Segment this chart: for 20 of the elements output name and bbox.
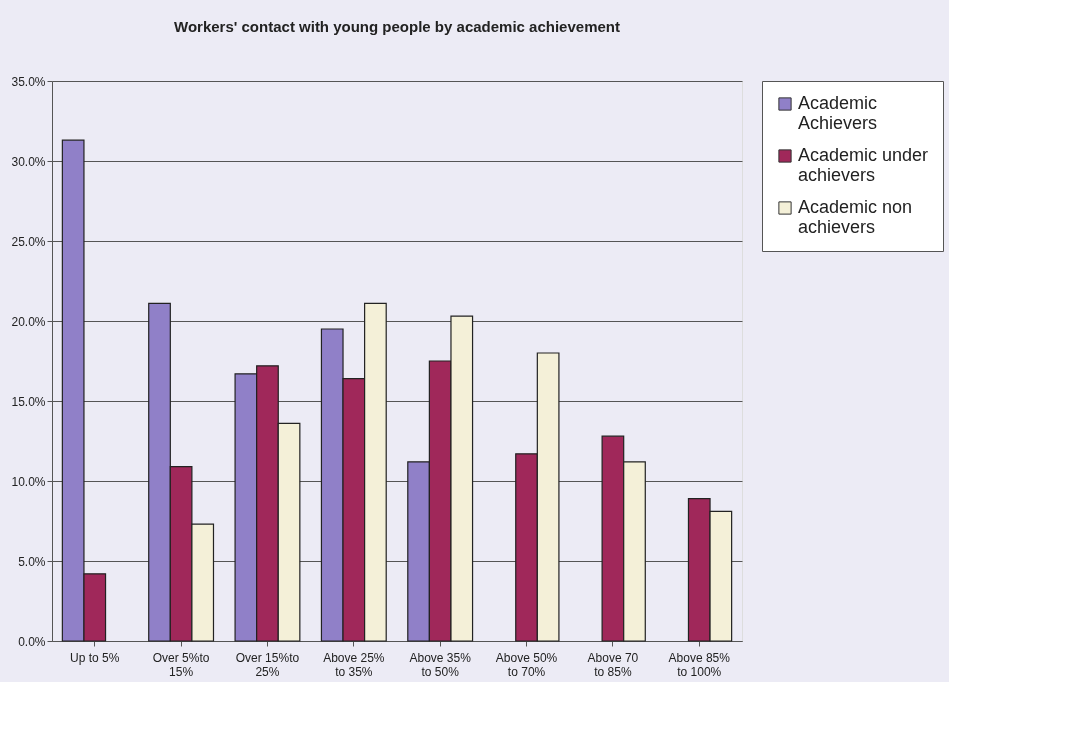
legend-label: Academic non achievers [798,197,913,237]
x-tick-label: Above 85% to 100% [668,650,731,679]
y-tick-label: 5.0% [18,554,46,569]
y-tick-label: 15.0% [11,394,46,409]
x-tick-label: Above 35% to 50% [409,650,472,679]
chart-title: Workers' contact with young people by academic achievement [174,18,620,35]
x-tick-label: Over 5%to 15% [152,650,210,679]
x-tick-label: Above 70 to 85% [587,650,639,679]
y-tick-label: 0.0% [18,634,46,649]
legend-label: Academic Achievers [798,93,878,133]
y-tick-label: 20.0% [11,314,46,329]
y-tick-label: 10.0% [11,474,46,489]
y-tick-label: 35.0% [11,74,46,89]
y-tick-label: 25.0% [11,234,46,249]
x-tick-label: Above 25% to 35% [323,650,385,679]
legend-label: Academic under achievers [798,145,929,185]
x-tick-label: Over 15%to 25% [235,650,300,679]
x-tick-label: Above 50% to 70% [495,650,558,679]
x-tick-label: Up to 5% [70,650,120,665]
y-tick-label: 30.0% [11,154,46,169]
